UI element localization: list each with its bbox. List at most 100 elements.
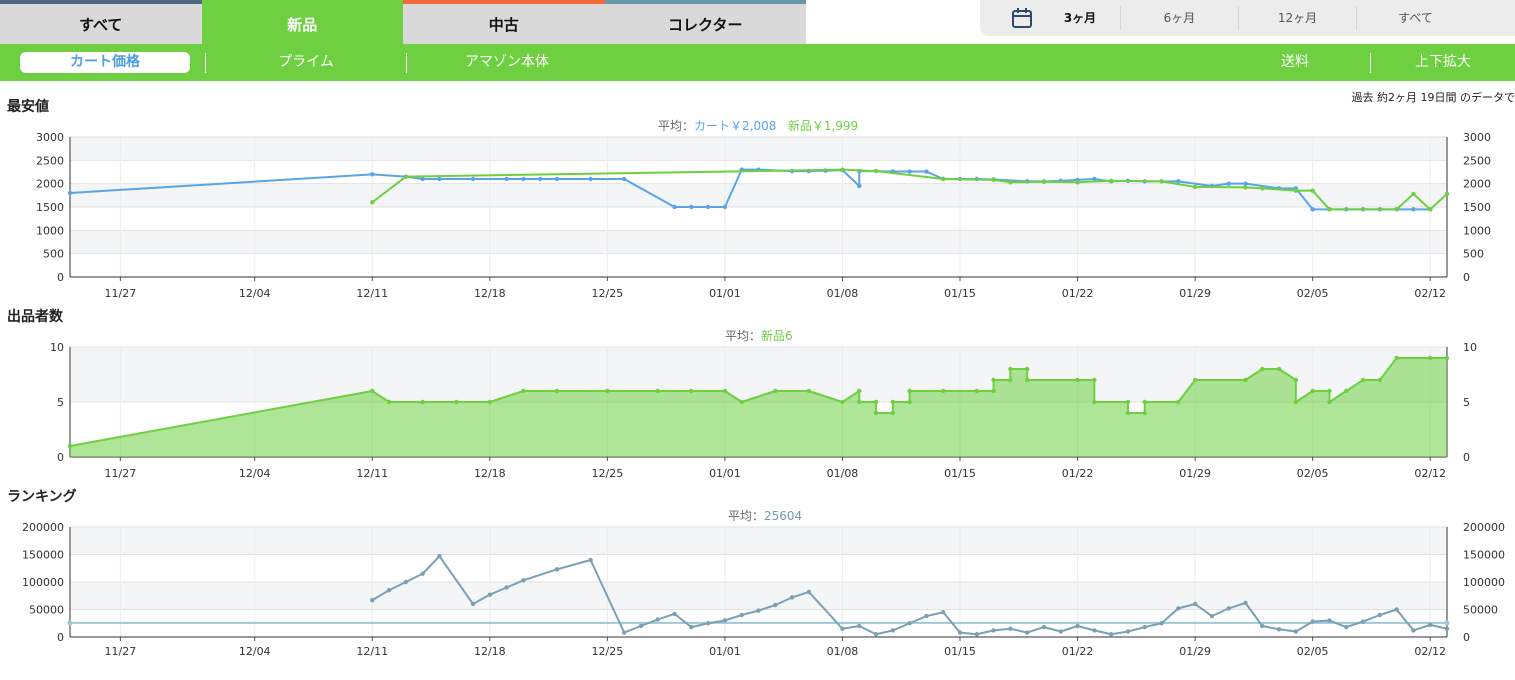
avg-prefix: 平均：: [728, 509, 765, 523]
data-point: [1327, 399, 1332, 405]
data-point: [941, 610, 946, 615]
data-point: [1092, 176, 1097, 182]
toggle-amazon[interactable]: アマゾン本体: [465, 54, 549, 70]
data-point: [588, 557, 593, 563]
avg-prefix: 平均：: [658, 119, 695, 133]
data-point: [857, 183, 862, 189]
x-tick-label: 12/18: [474, 287, 506, 300]
x-tick-label: 01/15: [944, 287, 976, 300]
data-point: [857, 623, 862, 629]
data-point: [924, 169, 929, 174]
tab-collector[interactable]: コレクター: [604, 0, 806, 44]
y-tick-right: 500: [1463, 248, 1484, 261]
range-selector: 3ヶ月 6ヶ月 12ヶ月 すべて: [980, 0, 1515, 36]
tab-all[interactable]: すべて: [0, 0, 202, 44]
data-point: [1394, 207, 1399, 212]
data-point: [873, 399, 879, 405]
data-point: [487, 592, 493, 597]
data-point: [1411, 191, 1416, 197]
ranking-average: 平均：25604: [728, 507, 802, 524]
calendar-icon[interactable]: [1004, 0, 1040, 36]
data-point: [554, 176, 560, 182]
toggle-zoom[interactable]: 上下拡大: [1415, 54, 1471, 70]
data-point: [1159, 179, 1164, 184]
data-point: [789, 595, 795, 600]
x-tick-label: 01/22: [1062, 467, 1094, 480]
y-tick-left: 5: [57, 396, 64, 409]
data-point: [655, 388, 660, 394]
data-point: [689, 624, 694, 630]
data-point: [1444, 626, 1450, 631]
toggle-prime[interactable]: プライム: [278, 54, 334, 70]
data-point: [621, 630, 627, 635]
data-point: [1159, 621, 1164, 626]
data-point: [1008, 180, 1013, 185]
range-6m[interactable]: 6ヶ月: [1121, 6, 1239, 30]
data-point: [470, 601, 476, 607]
data-point: [1209, 613, 1215, 619]
x-tick-label: 01/08: [827, 645, 859, 658]
y-tick-right: 3000: [1463, 131, 1491, 144]
data-point: [1176, 606, 1181, 611]
y-tick-right: 2000: [1463, 178, 1491, 191]
sub-toolbar: カート価格 プライム アマゾン本体 送料 上下拡大: [0, 44, 1515, 81]
y-tick-left: 2000: [36, 178, 64, 191]
data-point: [890, 410, 896, 416]
x-tick-label: 02/12: [1414, 645, 1446, 658]
data-point: [1125, 410, 1131, 416]
y-tick-left: 1000: [36, 224, 64, 237]
data-point: [437, 176, 442, 182]
data-point: [1226, 181, 1231, 186]
y-tick-left: 3000: [36, 131, 64, 144]
data-point: [1041, 179, 1047, 184]
data-point: [67, 443, 73, 449]
data-point: [873, 168, 879, 174]
data-point: [974, 632, 980, 637]
x-tick-label: 12/25: [592, 287, 624, 300]
tab-new[interactable]: 新品: [201, 0, 403, 44]
x-tick-label: 01/08: [827, 467, 859, 480]
data-point: [974, 388, 980, 394]
x-tick-label: 01/29: [1179, 287, 1211, 300]
data-point: [1360, 377, 1366, 383]
data-point: [521, 388, 526, 394]
range-3m[interactable]: 3ヶ月: [1040, 6, 1121, 30]
avg-rank: 25604: [764, 509, 803, 523]
x-tick-label: 01/15: [944, 467, 976, 480]
toggle-shipping[interactable]: 送料: [1281, 54, 1309, 70]
y-tick-right: 100000: [1463, 576, 1505, 589]
grid-band: [70, 527, 1447, 555]
x-tick-label: 12/11: [356, 287, 388, 300]
data-point: [873, 632, 879, 637]
data-point: [806, 388, 812, 394]
data-point: [1024, 377, 1030, 383]
data-point: [890, 399, 896, 405]
sellers-average: 平均：新品6: [725, 327, 793, 344]
data-point: [1310, 619, 1315, 624]
x-tick-label: 01/22: [1062, 287, 1094, 300]
divider: [205, 53, 206, 73]
data-point: [1327, 388, 1332, 394]
series-area: [70, 358, 1447, 457]
data-point: [1024, 630, 1030, 635]
y-tick-right: 10: [1463, 341, 1477, 354]
data-point: [1008, 626, 1013, 631]
data-point: [1075, 377, 1080, 383]
price-average: 平均：カート￥2,008 新品￥1,999: [658, 117, 858, 134]
data-point: [1276, 627, 1282, 632]
x-tick-label: 12/04: [239, 467, 271, 480]
range-all[interactable]: すべて: [1398, 11, 1433, 25]
y-tick-left: 10: [50, 341, 64, 354]
data-point: [554, 567, 560, 572]
data-point: [857, 399, 862, 405]
range-12m[interactable]: 12ヶ月: [1239, 6, 1357, 30]
y-tick-right: 5: [1463, 396, 1470, 409]
tab-used[interactable]: 中古: [403, 0, 605, 44]
divider: [406, 53, 407, 73]
y-tick-right: 1500: [1463, 201, 1491, 214]
x-tick-label: 02/05: [1297, 645, 1329, 658]
price-chart: 0 0 500 500 1000 1000 1500 1500 2000 2000 2500 2500…: [36, 131, 1491, 300]
data-point: [857, 388, 862, 394]
toggle-cart-price[interactable]: カート価格: [20, 52, 190, 73]
data-point: [1008, 377, 1013, 383]
